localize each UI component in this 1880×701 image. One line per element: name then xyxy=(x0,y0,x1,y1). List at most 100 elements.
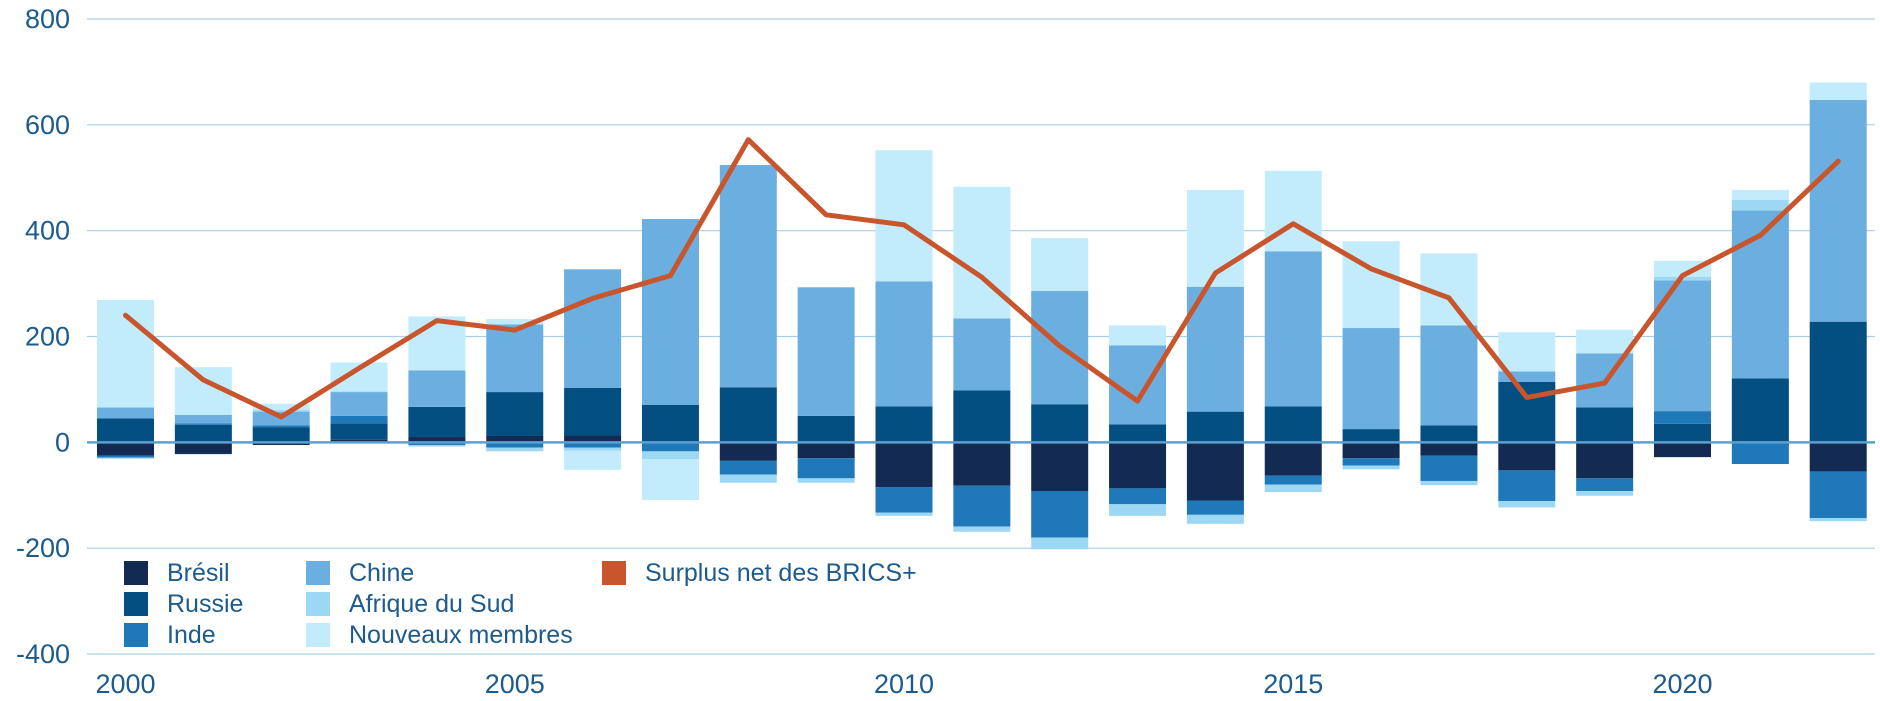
bar-segment xyxy=(1420,442,1478,456)
bar-segment xyxy=(97,442,154,456)
y-tick-label: 0 xyxy=(55,427,70,457)
bar-segment xyxy=(1031,238,1089,291)
bar-segment xyxy=(641,219,699,405)
bar-segment xyxy=(641,404,699,442)
bar-segment xyxy=(1109,504,1167,516)
bar-segment xyxy=(719,460,777,475)
bar-segment xyxy=(1731,442,1789,465)
bar-segment xyxy=(486,319,544,325)
legend-label: Russie xyxy=(167,590,243,618)
bar-segment xyxy=(719,474,777,483)
bar-segment xyxy=(1809,442,1867,472)
x-axis-tick-labels: 2000 2005 2010 2015 2020 xyxy=(95,669,1712,699)
bar-segment xyxy=(641,451,699,460)
bar-segment xyxy=(408,444,466,447)
x-tick-label: 2010 xyxy=(874,669,934,699)
bar-segment xyxy=(797,442,855,459)
bar-segment xyxy=(1342,241,1400,329)
bar-segment xyxy=(252,403,310,411)
legend-swatch xyxy=(306,623,330,647)
bar-segment xyxy=(1031,491,1089,538)
bar-segment xyxy=(953,318,1011,391)
bar-segment xyxy=(1576,442,1634,479)
x-tick-label: 2020 xyxy=(1652,669,1712,699)
bar-segment xyxy=(1031,537,1089,550)
y-tick-label: 400 xyxy=(25,216,70,246)
bar-segment xyxy=(174,453,232,455)
bar-segment xyxy=(797,287,855,416)
bar-segment xyxy=(564,447,622,451)
legend-swatch xyxy=(124,592,148,616)
bar-segment xyxy=(564,442,622,448)
bar-segment xyxy=(330,439,388,443)
bar-segment xyxy=(97,418,154,443)
bar-segment xyxy=(719,387,777,443)
bar-segment xyxy=(330,415,388,424)
bar-segment xyxy=(564,269,622,388)
bar-segment xyxy=(953,442,1011,486)
legend-item: Russie xyxy=(124,590,243,618)
bar-segment xyxy=(174,424,232,443)
legend-label: Brésil xyxy=(167,559,230,587)
legend-item: Chine xyxy=(306,559,414,587)
bar-segment xyxy=(1731,210,1789,379)
bar-segment xyxy=(641,459,699,501)
bar-segment xyxy=(1109,424,1167,443)
bar-segment xyxy=(797,478,855,483)
bar-segment xyxy=(330,391,388,393)
bar-segment xyxy=(797,415,855,443)
x-tick-label: 2000 xyxy=(95,669,155,699)
legend-item: Inde xyxy=(124,621,216,649)
bar-segment xyxy=(875,150,933,282)
bar-segment xyxy=(97,457,154,459)
bar-segment xyxy=(486,447,544,452)
legend-item: Afrique du Sud xyxy=(306,590,514,618)
bar-segment xyxy=(486,435,544,443)
bar-segment xyxy=(1576,329,1634,354)
bar-segment xyxy=(252,410,310,412)
bar-segment xyxy=(1498,470,1556,502)
bar-segment xyxy=(1498,371,1556,383)
bar-segment xyxy=(486,324,544,393)
bar-segment xyxy=(1498,501,1556,508)
bar-segment xyxy=(875,487,933,513)
legend-swatch xyxy=(306,561,330,585)
bar-segment xyxy=(719,165,777,388)
bar-segment xyxy=(252,427,310,443)
legend-item: Brésil xyxy=(124,559,230,587)
bar-segment xyxy=(408,437,466,443)
bar-segment xyxy=(1809,99,1867,322)
bar-segment xyxy=(97,455,154,458)
y-axis-tick-labels: -400 -200 0 200 400 600 800 xyxy=(16,4,70,669)
bar-segment xyxy=(1731,378,1789,443)
bar-segment xyxy=(1654,411,1711,424)
net-surplus-line-group xyxy=(123,137,1841,420)
bar-segment xyxy=(953,186,1011,319)
bar-segment xyxy=(1809,321,1867,443)
bar-segment xyxy=(797,482,855,484)
y-tick-label: 200 xyxy=(25,322,70,352)
bar-segment xyxy=(1420,480,1478,486)
bar-segment xyxy=(953,526,1011,532)
bar-segment xyxy=(330,392,388,416)
bar-segment xyxy=(1031,404,1089,443)
legend: Brésil Russie Inde Chine Afrique du Sud Nouve… xyxy=(124,559,917,649)
bar-segment xyxy=(875,442,933,488)
y-tick-label: -400 xyxy=(16,639,70,669)
legend-label: Surplus net des BRICS+ xyxy=(645,559,917,587)
bar-segment xyxy=(1576,407,1634,443)
legend-label: Afrique du Sud xyxy=(349,590,514,618)
legend-swatch xyxy=(602,561,626,585)
bar-segment xyxy=(797,458,855,479)
bar-segment xyxy=(1109,442,1167,489)
bar-segment xyxy=(1654,423,1711,443)
bar-segment xyxy=(1342,465,1400,470)
bar-segment xyxy=(875,281,933,407)
bar-segment xyxy=(564,435,622,443)
bar-segment xyxy=(1731,189,1789,200)
bar-segment xyxy=(174,414,232,424)
legend-label: Inde xyxy=(167,621,216,649)
bar-segment xyxy=(1809,82,1867,100)
bar-segment xyxy=(953,390,1011,443)
